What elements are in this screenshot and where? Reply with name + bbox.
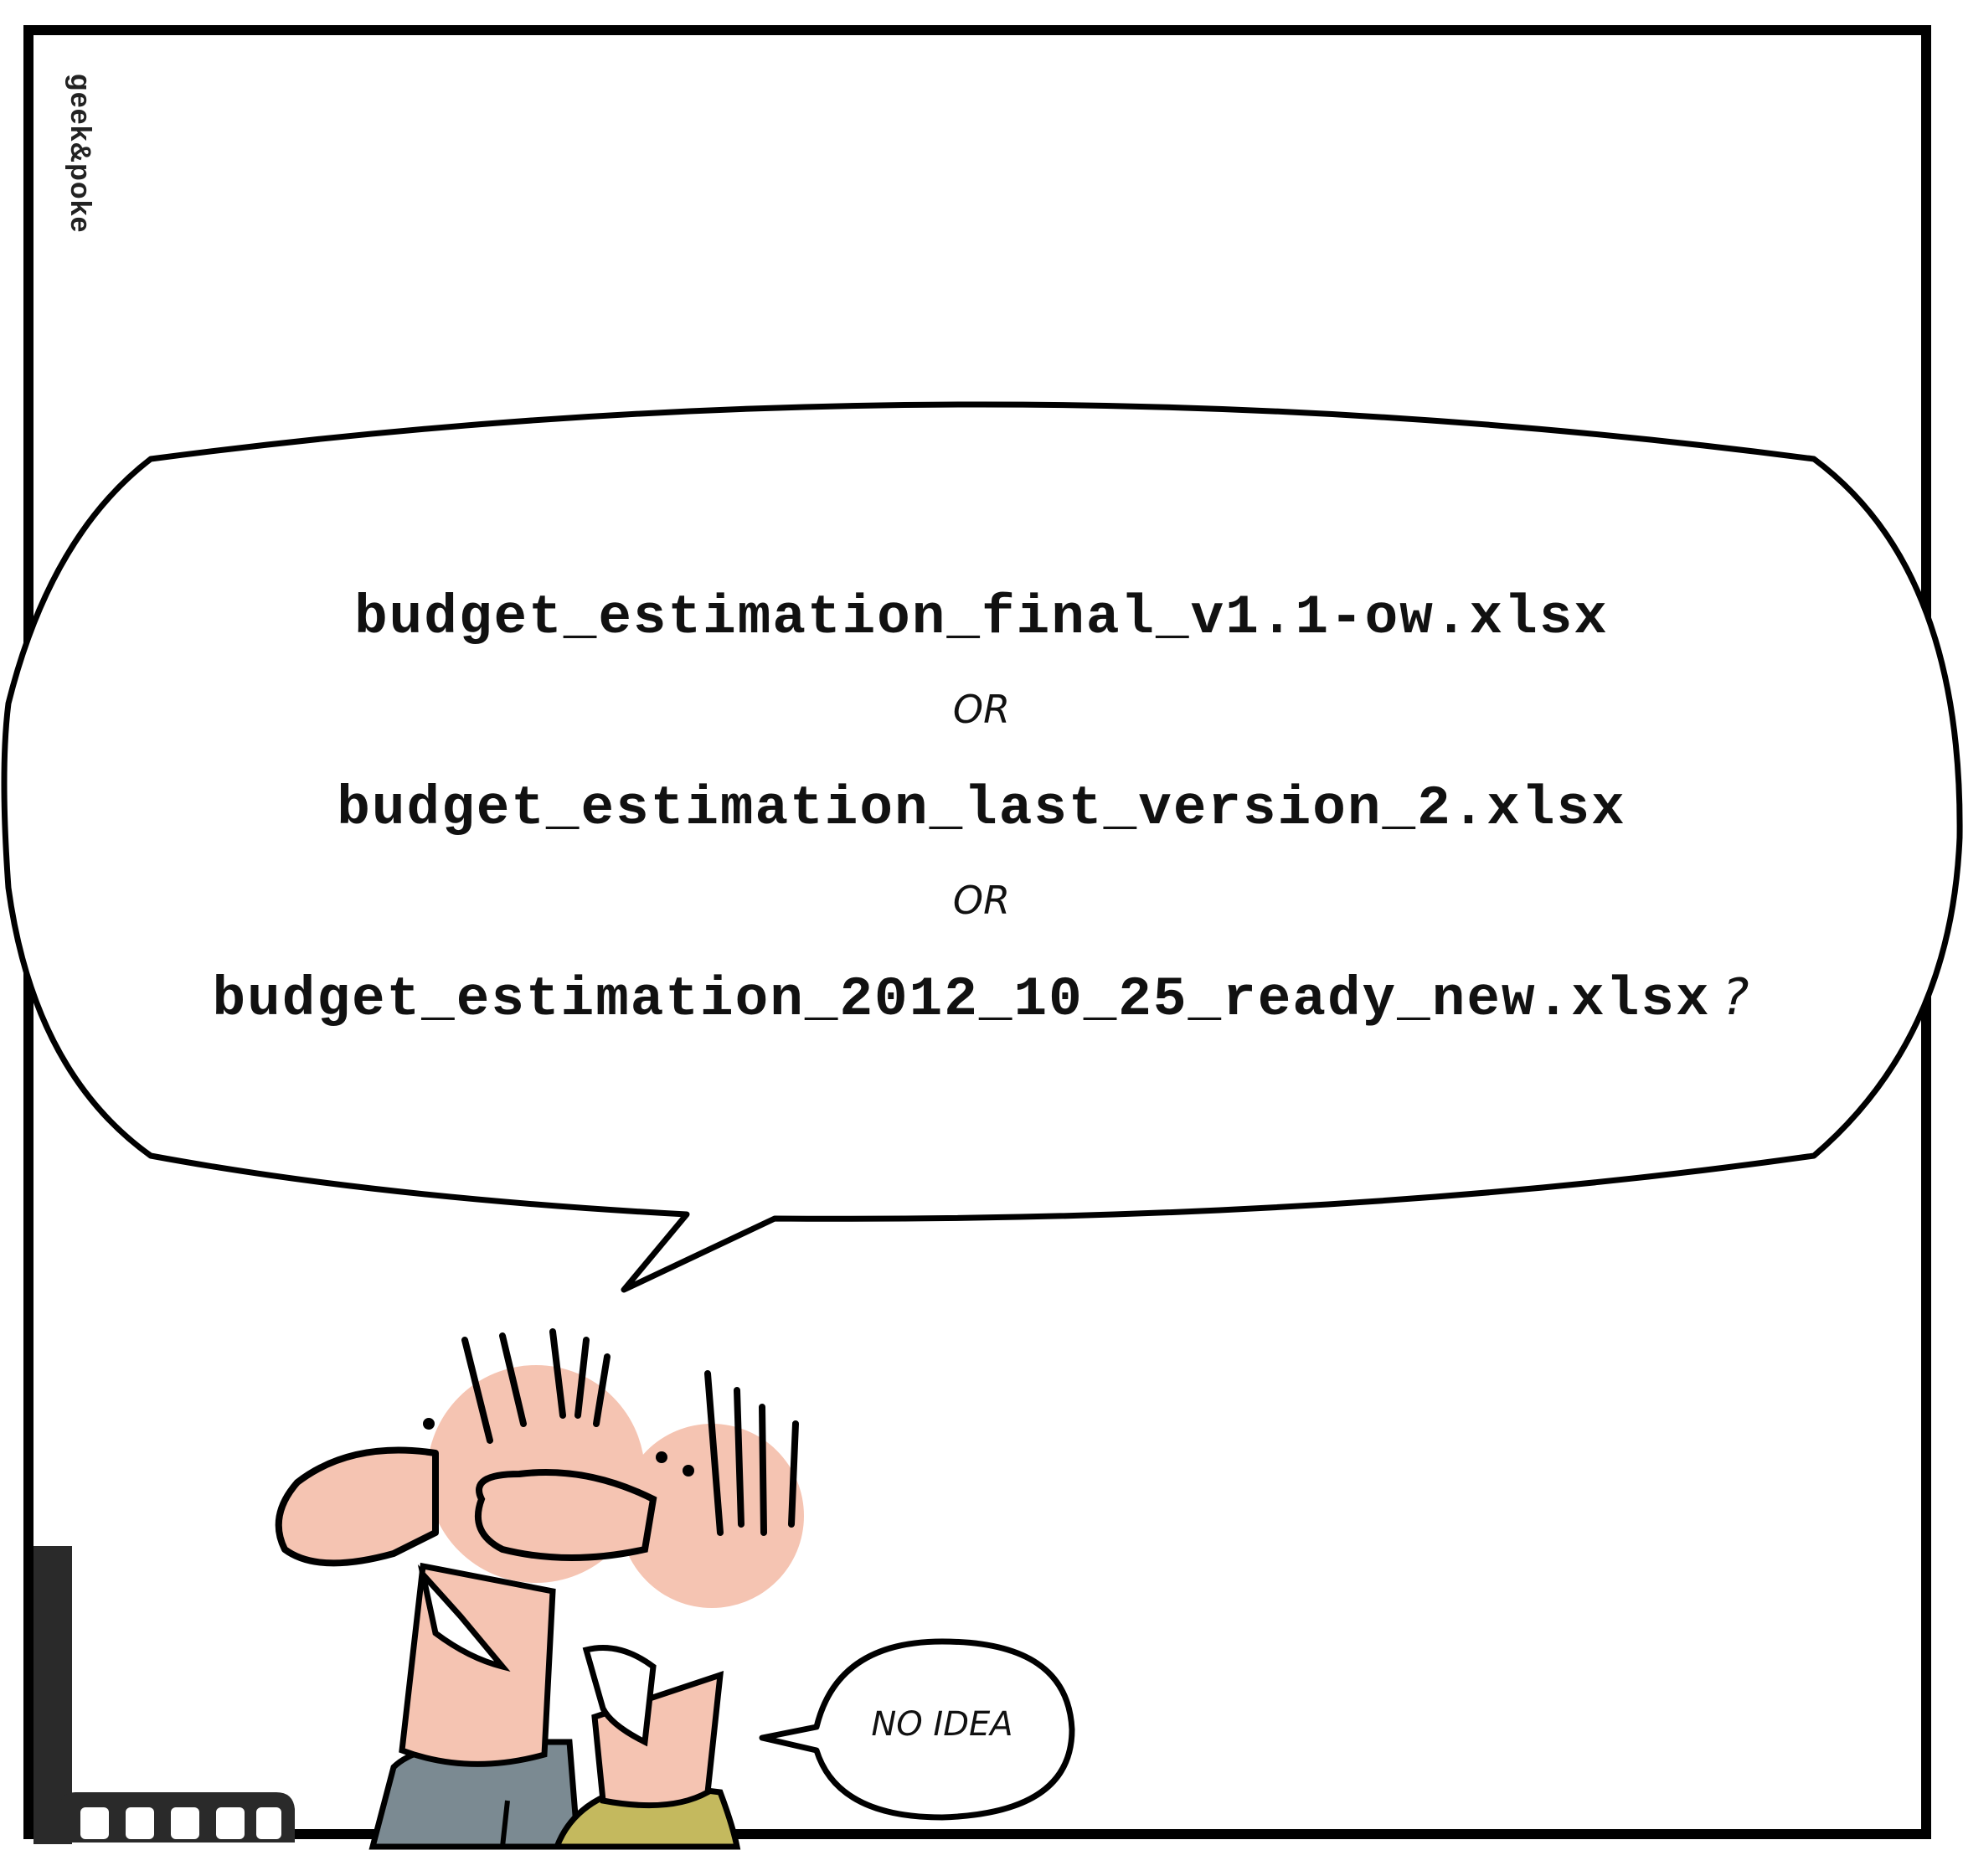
question-mark: ? — [1722, 968, 1751, 1027]
filename-option-2: budget_estimation_last_version_2.xlsx — [337, 777, 1626, 840]
filename-option-3: budget_estimation_2012_10_25_ready_new.x… — [212, 968, 1711, 1031]
left-character — [275, 1328, 645, 1850]
small-speech-bubble — [759, 1638, 1075, 1821]
right-character — [475, 1370, 804, 1850]
or-separator-1: OR — [952, 687, 1011, 732]
reply-text: NO IDEA — [871, 1705, 1013, 1744]
large-speech-bubble — [1, 401, 1963, 1293]
author-credit: geek&poke — [64, 74, 96, 234]
filename-option-1: budget_estimation_final_v1.1-ow.xlsx — [354, 586, 1609, 649]
filename-option-3-row: budget_estimation_2012_10_25_ready_new.x… — [0, 968, 1963, 1031]
or-separator-2: OR — [952, 878, 1011, 923]
desk-object — [33, 1546, 295, 1844]
